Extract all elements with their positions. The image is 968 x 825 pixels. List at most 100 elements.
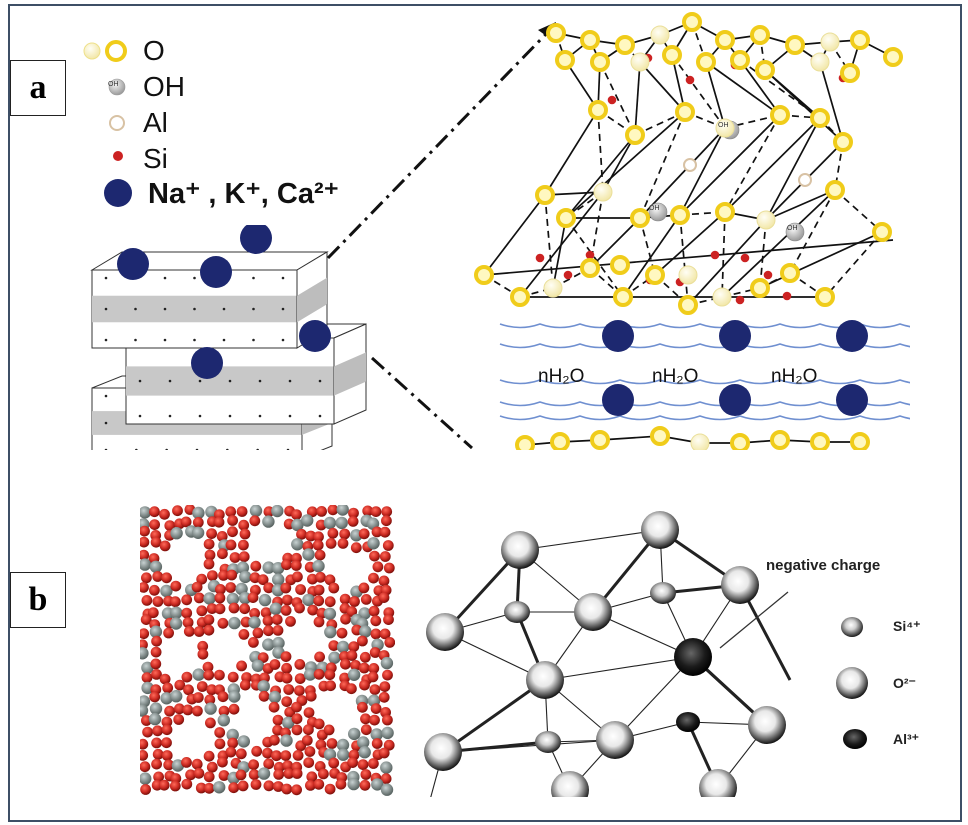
framework-atom — [191, 526, 205, 539]
oxygen-atom — [590, 52, 610, 72]
framework-atom — [217, 691, 229, 703]
framework-atom — [159, 673, 171, 685]
framework-atom — [336, 627, 348, 639]
oxygen-atom — [580, 258, 600, 278]
oxygen-atom — [756, 210, 776, 230]
tetrahedron-edge — [442, 678, 546, 754]
framework-atom — [248, 637, 259, 648]
framework-atom — [192, 506, 205, 520]
framework-atom — [226, 569, 238, 581]
interlayer-cation — [602, 320, 634, 352]
framework-atom — [340, 613, 351, 625]
slab-dot — [281, 276, 285, 280]
framework-atom — [218, 705, 230, 717]
water-label-2: nH₂O — [652, 366, 699, 387]
lattice-bond — [671, 54, 726, 129]
framework-atom — [203, 614, 215, 626]
framework-atom — [197, 640, 209, 652]
framework-atom — [303, 724, 314, 736]
framework-atom — [359, 651, 371, 663]
slab-dot — [256, 448, 259, 450]
slab-dot — [134, 307, 137, 311]
framework-atom — [280, 750, 292, 761]
water-layer-line — [499, 323, 910, 329]
framework-atom — [238, 519, 250, 531]
framework-atom — [218, 570, 229, 581]
oxygen-atom — [850, 432, 870, 450]
oxygen-atom — [645, 265, 665, 285]
lattice-bond — [679, 127, 726, 216]
framework-atom — [383, 562, 395, 574]
framework-atom — [336, 738, 350, 752]
lattice-bond — [634, 61, 641, 136]
framework-atom — [172, 505, 183, 517]
framework-atom — [257, 680, 270, 693]
framework-atom — [372, 561, 384, 573]
framework-atom — [193, 767, 205, 779]
interlayer-cation — [719, 384, 751, 416]
oxygen-atom — [712, 287, 732, 307]
framework-atom — [203, 538, 215, 550]
framework-atom — [218, 770, 230, 781]
framework-atom — [161, 737, 172, 749]
framework-atom — [262, 515, 275, 528]
oxygen-atom — [840, 63, 860, 83]
aluminium-ion — [676, 712, 700, 732]
oxygen-atom — [690, 433, 710, 450]
framework-atom — [327, 527, 339, 539]
framework-atom — [149, 519, 161, 530]
silicon-atom — [735, 295, 745, 305]
oxygen-ion — [641, 511, 679, 549]
framework-atom — [262, 747, 273, 759]
slab-dot — [193, 338, 196, 342]
lattice-bond — [739, 59, 821, 119]
lattice-bond — [483, 239, 894, 276]
oxygen-atom — [678, 265, 698, 285]
oxygen-atom — [715, 30, 735, 50]
oxygen-atom — [770, 105, 790, 125]
oxygen-atom — [630, 208, 650, 228]
framework-atom — [236, 660, 248, 672]
framework-atom — [204, 702, 217, 715]
framework-atom — [294, 602, 305, 614]
oxygen-atom — [682, 12, 702, 32]
oxygen-atom — [678, 295, 698, 315]
framework-atom — [205, 717, 216, 729]
framework-atom — [360, 594, 372, 605]
framework-atom — [360, 713, 371, 725]
oxygen-atom — [670, 205, 690, 225]
framework-atom — [313, 531, 324, 543]
framework-atom — [280, 605, 292, 616]
framework-atom — [301, 514, 314, 527]
oxygen-atom — [750, 278, 770, 298]
framework-atom — [249, 608, 260, 619]
oxygen-ion — [699, 769, 737, 797]
framework-atom — [150, 536, 162, 548]
framework-atom — [150, 658, 162, 670]
framework-atom — [283, 768, 295, 779]
framework-atom — [291, 713, 303, 725]
framework-atom — [263, 780, 275, 792]
framework-atom — [159, 540, 171, 552]
oxygen-atom — [833, 132, 853, 152]
framework-atom — [153, 771, 165, 783]
framework-atom — [371, 526, 383, 538]
framework-atom — [151, 635, 163, 647]
framework-atom — [271, 614, 283, 625]
framework-atom — [347, 777, 360, 791]
framework-atom — [169, 780, 181, 792]
framework-atom — [328, 640, 340, 651]
framework-atom — [380, 761, 393, 774]
framework-atom — [213, 781, 226, 794]
slab-dot — [222, 307, 226, 311]
oxygen-atom — [755, 60, 775, 80]
framework-atom — [140, 614, 152, 625]
oxygen-atom — [474, 265, 494, 285]
framework-atom — [383, 614, 394, 625]
framework-atom — [336, 640, 350, 654]
oxygen-atom — [550, 432, 570, 450]
framework-atom — [149, 702, 163, 715]
framework-atom — [281, 783, 293, 795]
framework-atom — [368, 758, 379, 769]
oxygen-atom — [810, 432, 830, 450]
